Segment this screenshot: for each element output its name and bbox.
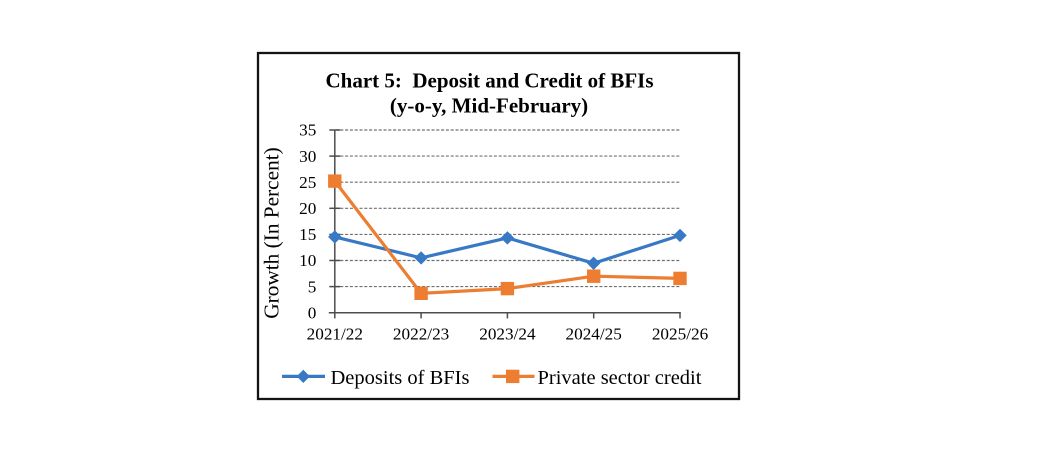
svg-text:2023/24: 2023/24 bbox=[479, 324, 536, 343]
svg-text:Deposits of BFIs: Deposits of BFIs bbox=[331, 367, 470, 389]
svg-text:Growth (In Percent): Growth (In Percent) bbox=[260, 147, 284, 319]
svg-text:10: 10 bbox=[299, 251, 316, 270]
svg-text:2024/25: 2024/25 bbox=[566, 324, 622, 343]
svg-text:2022/23: 2022/23 bbox=[393, 324, 449, 343]
svg-text:2021/22: 2021/22 bbox=[307, 324, 363, 343]
svg-text:(y-o-y, Mid-February): (y-o-y, Mid-February) bbox=[390, 94, 588, 118]
svg-text:30: 30 bbox=[299, 147, 316, 166]
svg-text:Chart 5: Deposit and Credit o: Chart 5: Deposit and Credit of BFIs bbox=[325, 69, 653, 93]
svg-text:35: 35 bbox=[299, 121, 316, 140]
svg-text:15: 15 bbox=[299, 225, 316, 244]
svg-text:25: 25 bbox=[299, 173, 316, 192]
svg-text:5: 5 bbox=[308, 277, 317, 296]
svg-text:Private sector credit: Private sector credit bbox=[538, 367, 702, 389]
svg-text:20: 20 bbox=[299, 199, 316, 218]
svg-text:0: 0 bbox=[308, 303, 317, 322]
svg-text:2025/26: 2025/26 bbox=[652, 324, 709, 343]
